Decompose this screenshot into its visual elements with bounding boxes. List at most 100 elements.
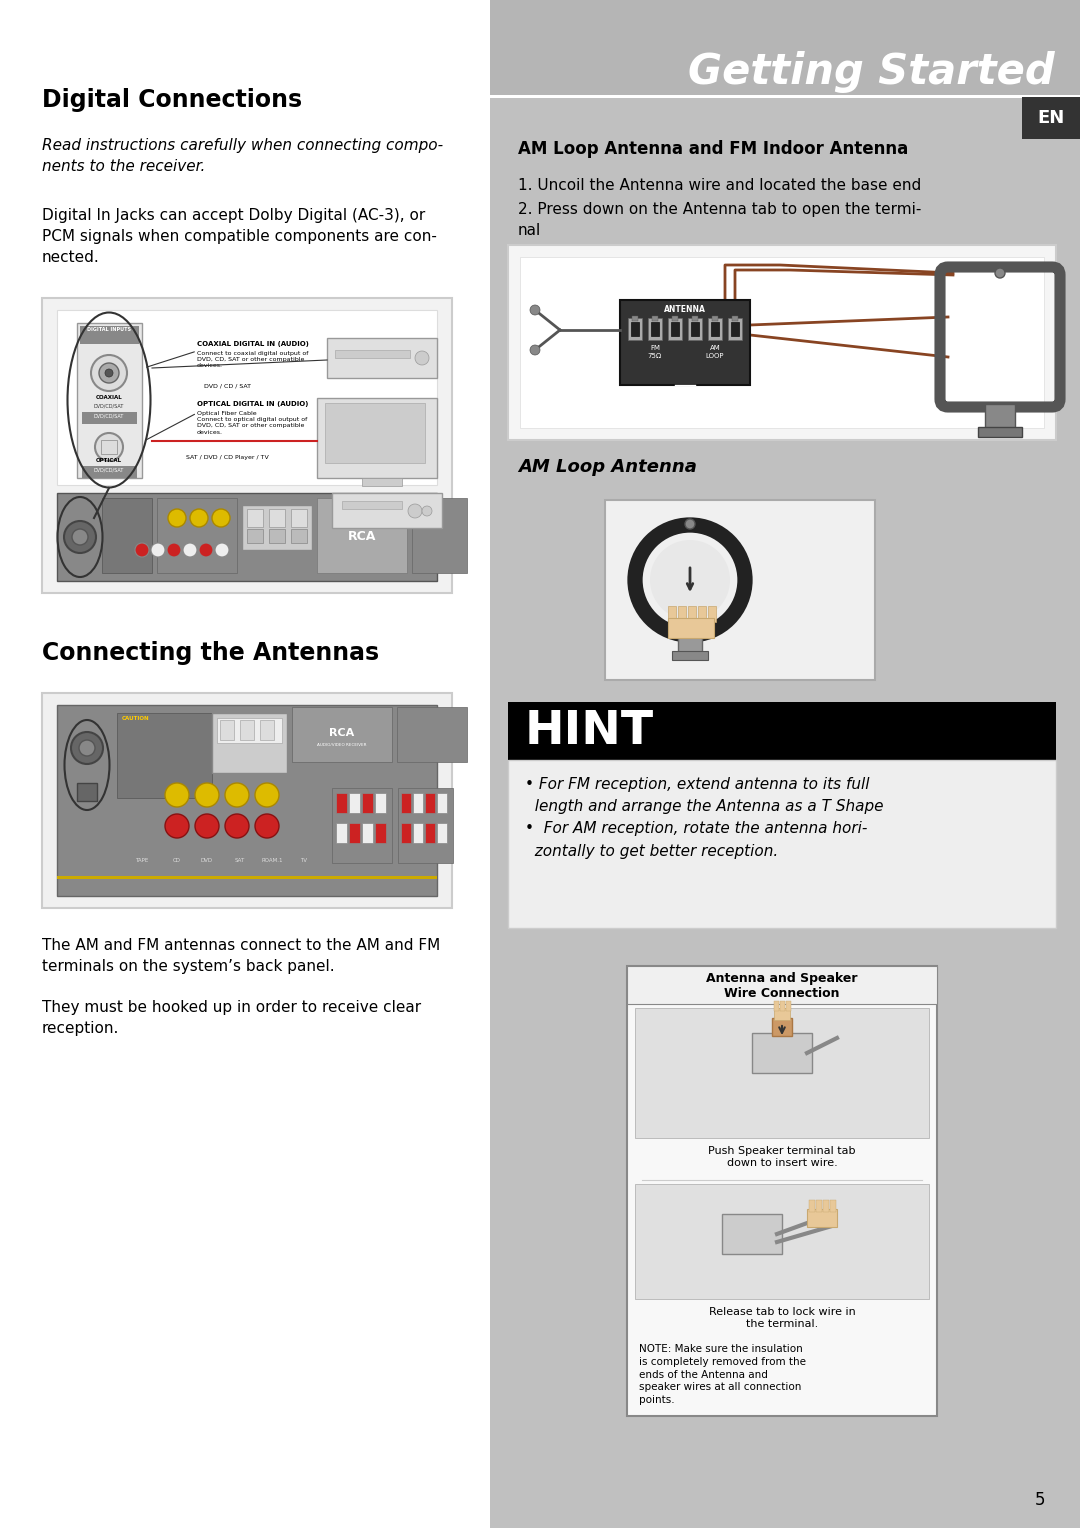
Bar xyxy=(362,793,373,813)
Bar xyxy=(349,793,360,813)
Bar xyxy=(342,501,402,509)
Bar xyxy=(212,714,287,773)
Bar xyxy=(80,325,139,344)
Bar xyxy=(318,498,407,573)
Bar xyxy=(426,824,435,843)
Text: RCA: RCA xyxy=(329,727,354,738)
Text: COAXIAL: COAXIAL xyxy=(96,396,122,400)
Bar xyxy=(437,824,447,843)
Bar xyxy=(712,316,718,321)
Bar xyxy=(0,0,490,1528)
Bar xyxy=(652,316,658,321)
Circle shape xyxy=(225,782,249,807)
Text: AM
LOOP: AM LOOP xyxy=(705,345,725,359)
Bar xyxy=(772,1018,792,1036)
Bar xyxy=(620,299,750,385)
Bar xyxy=(780,1001,785,1012)
Bar xyxy=(627,966,937,1416)
Bar xyxy=(688,607,696,622)
Text: TV: TV xyxy=(300,859,308,863)
Bar xyxy=(711,322,719,336)
Bar xyxy=(335,350,410,358)
Bar xyxy=(669,607,676,622)
Bar xyxy=(669,318,681,341)
Text: They must be hooked up in order to receive clear
reception.: They must be hooked up in order to recei… xyxy=(42,999,421,1036)
Bar xyxy=(325,403,426,463)
Bar xyxy=(269,529,285,542)
Text: ANTENNA: ANTENNA xyxy=(664,306,706,313)
Text: AM Loop Antenna and FM Indoor Antenna: AM Loop Antenna and FM Indoor Antenna xyxy=(518,141,908,157)
Circle shape xyxy=(215,542,229,558)
Text: HINT: HINT xyxy=(525,709,654,753)
Text: EN: EN xyxy=(1038,108,1065,127)
Bar xyxy=(242,504,312,550)
Text: Optical Fiber Cable
Connect to optical digital output of
DVD, CD, SAT or other c: Optical Fiber Cable Connect to optical d… xyxy=(197,411,307,434)
Bar xyxy=(678,633,702,652)
Bar xyxy=(77,782,97,801)
Circle shape xyxy=(91,354,127,391)
Circle shape xyxy=(105,368,113,377)
Bar xyxy=(401,824,411,843)
Circle shape xyxy=(995,267,1005,278)
Text: ROAM.1: ROAM.1 xyxy=(261,859,283,863)
Bar xyxy=(627,318,642,341)
Circle shape xyxy=(255,814,279,837)
Text: AM Loop Antenna: AM Loop Antenna xyxy=(518,458,697,477)
Bar xyxy=(648,318,662,341)
Bar xyxy=(220,720,234,740)
Bar xyxy=(728,318,742,341)
Bar xyxy=(292,707,392,762)
Text: The AM and FM antennas connect to the AM and FM
terminals on the system’s back p: The AM and FM antennas connect to the AM… xyxy=(42,938,441,973)
Bar xyxy=(102,440,117,454)
Text: DVD/CD/SAT: DVD/CD/SAT xyxy=(94,403,124,410)
Bar xyxy=(327,338,437,377)
Bar xyxy=(102,498,152,573)
Text: Release tab to lock wire in
the terminal.: Release tab to lock wire in the terminal… xyxy=(708,1306,855,1329)
Text: DVD/CD/SAT: DVD/CD/SAT xyxy=(94,413,124,419)
Circle shape xyxy=(415,351,429,365)
Text: OPTICAL: OPTICAL xyxy=(96,458,122,463)
Bar xyxy=(260,720,274,740)
Bar xyxy=(1022,96,1080,139)
Bar xyxy=(692,316,698,321)
Text: CAUTION: CAUTION xyxy=(122,717,150,721)
Circle shape xyxy=(72,529,87,545)
Text: RCA: RCA xyxy=(348,530,376,542)
Bar xyxy=(426,793,435,813)
Bar xyxy=(332,788,392,863)
Text: Digital In Jacks can accept Dolby Digital (AC-3), or
PCM signals when compatible: Digital In Jacks can accept Dolby Digita… xyxy=(42,208,437,264)
Bar xyxy=(411,498,467,573)
Text: OPTICAL DIGITAL IN (AUDIO): OPTICAL DIGITAL IN (AUDIO) xyxy=(197,400,309,406)
Bar xyxy=(490,0,1080,1528)
Bar xyxy=(332,494,442,529)
Circle shape xyxy=(422,506,432,516)
Circle shape xyxy=(151,542,165,558)
Bar xyxy=(437,793,447,813)
Bar xyxy=(399,788,453,863)
Bar xyxy=(336,824,347,843)
Bar xyxy=(413,793,423,813)
Bar xyxy=(752,1033,812,1073)
Circle shape xyxy=(165,782,189,807)
Circle shape xyxy=(190,509,208,527)
Bar xyxy=(77,322,141,478)
Bar xyxy=(349,824,360,843)
Bar xyxy=(708,318,723,341)
Bar xyxy=(413,824,423,843)
Circle shape xyxy=(64,521,96,553)
Bar xyxy=(786,1001,791,1012)
Bar xyxy=(318,397,437,478)
Bar xyxy=(82,466,137,478)
Bar xyxy=(401,793,411,813)
Circle shape xyxy=(530,345,540,354)
Bar xyxy=(519,257,1044,428)
Text: Connecting the Antennas: Connecting the Antennas xyxy=(42,642,379,665)
Bar xyxy=(635,1184,929,1299)
Text: DVD / CD / SAT: DVD / CD / SAT xyxy=(203,384,251,388)
Circle shape xyxy=(168,509,186,527)
Bar xyxy=(508,759,1056,927)
Text: DVD/CD/SAT: DVD/CD/SAT xyxy=(94,468,124,472)
Text: NOTE: Make sure the insulation
is completely removed from the
ends of the Antenn: NOTE: Make sure the insulation is comple… xyxy=(639,1345,806,1406)
Text: Getting Started: Getting Started xyxy=(688,50,1055,93)
Bar xyxy=(117,714,212,798)
